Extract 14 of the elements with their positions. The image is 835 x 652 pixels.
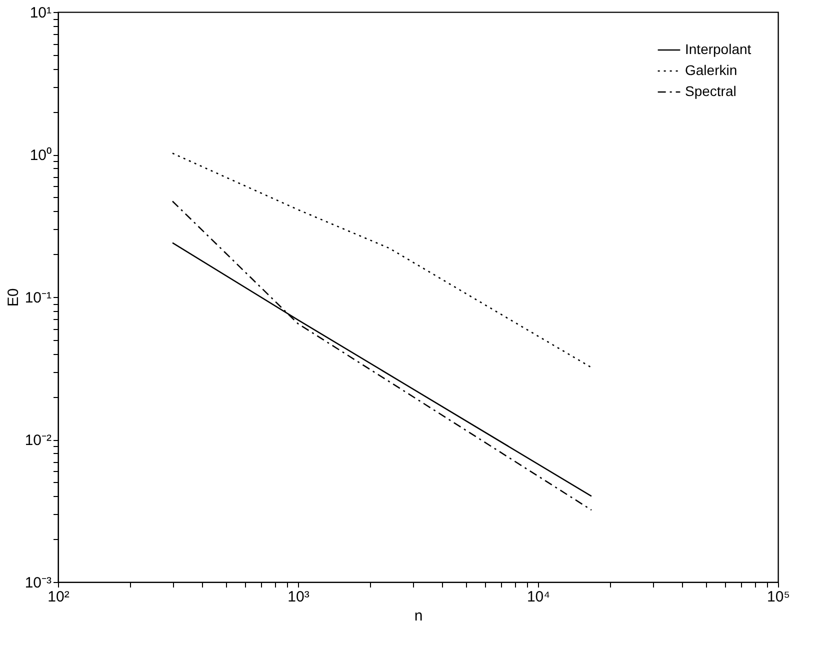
x-tick-label: 10⁴ [526, 588, 550, 606]
x-tick-label: 10⁵ [767, 588, 790, 606]
legend-label: Interpolant [685, 41, 752, 57]
legend-label: Spectral [685, 83, 736, 99]
y-tick-label: 10⁻³ [24, 574, 52, 592]
x-tick-label: 10² [48, 588, 70, 606]
y-tick-label: 10⁻² [24, 432, 52, 449]
y-tick-label: 10⁰ [30, 147, 52, 164]
x-tick-label: 10³ [288, 588, 310, 606]
x-axis-title: n [414, 608, 423, 624]
legend-label: Galerkin [685, 62, 738, 78]
y-axis-title: E0 [4, 288, 22, 307]
y-tick-label: 10⁻¹ [24, 290, 52, 306]
y-tick-label: 10¹ [30, 4, 52, 22]
